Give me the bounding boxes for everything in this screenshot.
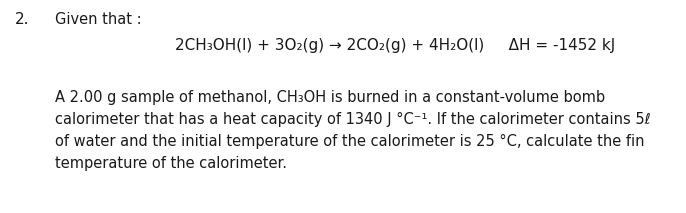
Text: temperature of the calorimeter.: temperature of the calorimeter. xyxy=(55,156,287,171)
Text: 2.: 2. xyxy=(15,12,29,27)
Text: 2CH₃OH(l) + 3O₂(g) → 2CO₂(g) + 4H₂O(l)     ΔH = -1452 kJ: 2CH₃OH(l) + 3O₂(g) → 2CO₂(g) + 4H₂O(l) Δ… xyxy=(175,38,615,53)
Text: A 2.00 g sample of methanol, CH₃OH is burned in a constant-volume bomb: A 2.00 g sample of methanol, CH₃OH is bu… xyxy=(55,90,605,105)
Text: Given that :: Given that : xyxy=(55,12,141,27)
Text: calorimeter that has a heat capacity of 1340 J °C⁻¹. If the calorimeter contains: calorimeter that has a heat capacity of … xyxy=(55,112,650,127)
Text: of water and the initial temperature of the calorimeter is 25 °C, calculate the : of water and the initial temperature of … xyxy=(55,134,645,149)
